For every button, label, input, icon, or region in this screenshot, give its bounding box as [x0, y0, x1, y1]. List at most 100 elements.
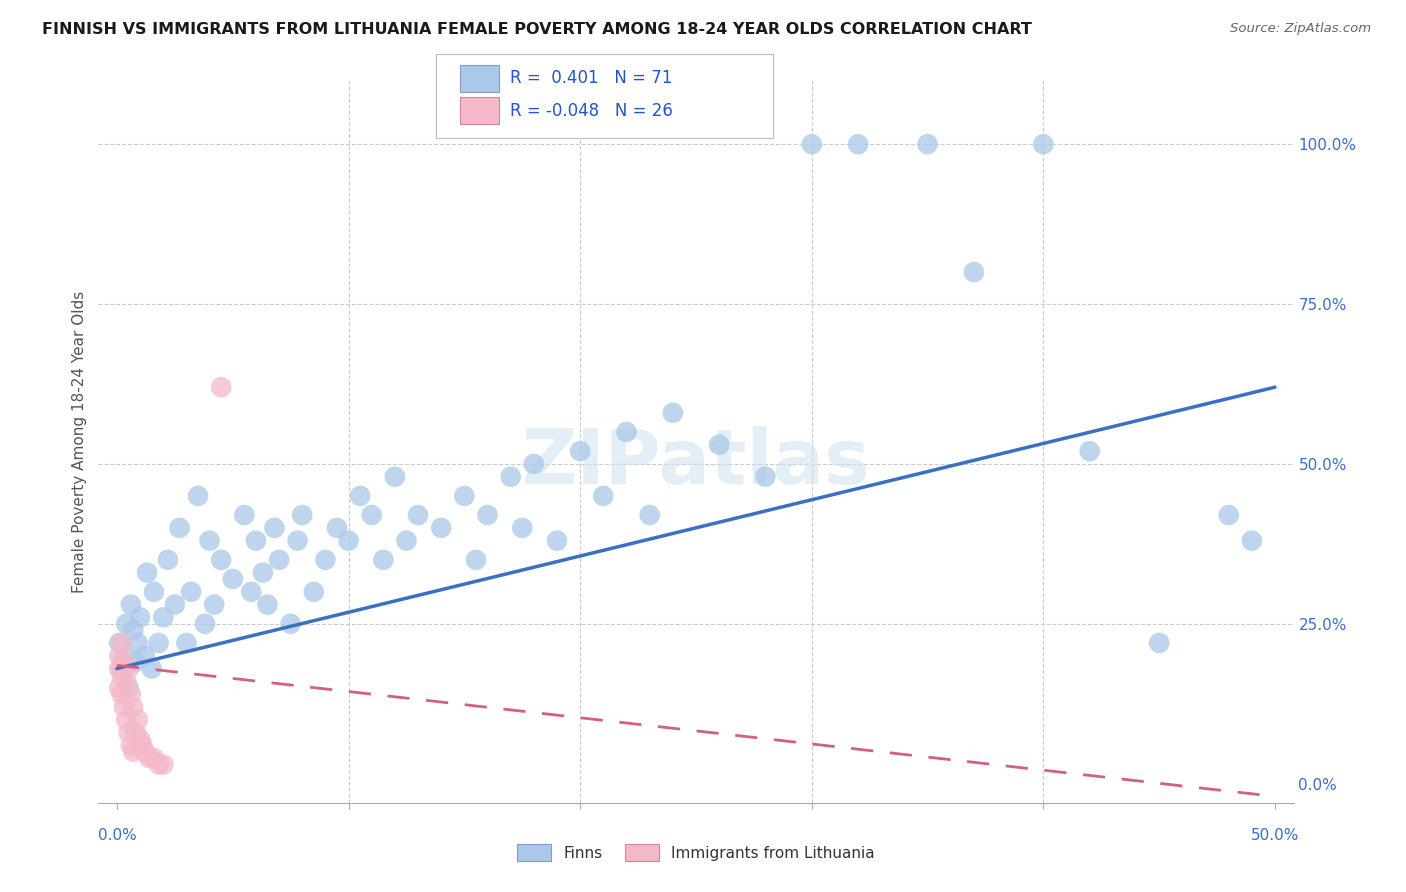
Point — [291, 508, 314, 522]
Point — [280, 616, 302, 631]
Point — [523, 457, 546, 471]
Point — [110, 661, 132, 675]
Point — [122, 699, 145, 714]
Point — [963, 265, 986, 279]
Point — [108, 681, 131, 695]
Point — [120, 598, 142, 612]
Point — [395, 533, 418, 548]
Point — [117, 725, 139, 739]
Point — [263, 521, 285, 535]
Point — [499, 469, 522, 483]
Point — [112, 699, 135, 714]
Point — [108, 661, 131, 675]
Point — [477, 508, 499, 522]
Point — [222, 572, 245, 586]
Point — [1032, 137, 1054, 152]
Point — [115, 713, 138, 727]
Point — [1218, 508, 1240, 522]
Point — [124, 655, 146, 669]
Point — [800, 137, 823, 152]
Point — [430, 521, 453, 535]
Point — [592, 489, 614, 503]
Point — [112, 655, 135, 669]
Point — [1147, 636, 1170, 650]
Point — [152, 757, 174, 772]
Text: ZIPatlas: ZIPatlas — [522, 426, 870, 500]
Text: Source: ZipAtlas.com: Source: ZipAtlas.com — [1230, 22, 1371, 36]
Point — [152, 610, 174, 624]
Point — [148, 636, 170, 650]
Point — [117, 681, 139, 695]
Point — [194, 616, 217, 631]
Point — [115, 616, 138, 631]
Point — [134, 745, 156, 759]
Point — [124, 725, 146, 739]
Point — [754, 469, 776, 483]
Point — [662, 406, 685, 420]
Point — [846, 137, 869, 152]
Y-axis label: Female Poverty Among 18-24 Year Olds: Female Poverty Among 18-24 Year Olds — [72, 291, 87, 592]
Text: 50.0%: 50.0% — [1251, 829, 1299, 843]
Point — [134, 648, 156, 663]
Point — [148, 757, 170, 772]
Point — [202, 598, 225, 612]
Point — [465, 553, 488, 567]
Point — [406, 508, 429, 522]
Point — [120, 687, 142, 701]
Point — [176, 636, 198, 650]
Point — [349, 489, 371, 503]
Point — [110, 636, 132, 650]
Point — [233, 508, 256, 522]
Point — [314, 553, 336, 567]
Point — [209, 553, 232, 567]
Point — [110, 687, 132, 701]
Point — [252, 566, 274, 580]
Point — [287, 533, 309, 548]
Point — [198, 533, 221, 548]
Point — [108, 648, 131, 663]
Point — [569, 444, 592, 458]
Point — [131, 738, 153, 752]
Point — [108, 636, 131, 650]
Text: 0.0%: 0.0% — [97, 829, 136, 843]
Point — [326, 521, 349, 535]
Point — [129, 610, 152, 624]
Point — [127, 713, 149, 727]
Point — [917, 137, 939, 152]
Point — [138, 751, 160, 765]
Point — [180, 584, 202, 599]
Point — [638, 508, 661, 522]
Point — [1078, 444, 1101, 458]
Point — [510, 521, 533, 535]
Point — [143, 751, 166, 765]
Point — [141, 661, 163, 675]
Point — [112, 648, 135, 663]
Point — [110, 668, 132, 682]
Text: R =  0.401   N = 71: R = 0.401 N = 71 — [510, 70, 672, 87]
Point — [256, 598, 278, 612]
Point — [302, 584, 325, 599]
Point — [209, 380, 232, 394]
Point — [136, 566, 159, 580]
Point — [707, 438, 730, 452]
Point — [267, 553, 290, 567]
Point — [240, 584, 263, 599]
Point — [122, 623, 145, 637]
Point — [169, 521, 191, 535]
Point — [453, 489, 475, 503]
Point — [156, 553, 179, 567]
Legend: Finns, Immigrants from Lithuania: Finns, Immigrants from Lithuania — [512, 838, 880, 867]
Point — [616, 425, 638, 439]
Text: R = -0.048   N = 26: R = -0.048 N = 26 — [510, 102, 673, 120]
Point — [117, 661, 139, 675]
Point — [127, 636, 149, 650]
Point — [384, 469, 406, 483]
Point — [129, 731, 152, 746]
Point — [122, 745, 145, 759]
Text: FINNISH VS IMMIGRANTS FROM LITHUANIA FEMALE POVERTY AMONG 18-24 YEAR OLDS CORREL: FINNISH VS IMMIGRANTS FROM LITHUANIA FEM… — [42, 22, 1032, 37]
Point — [245, 533, 267, 548]
Point — [1240, 533, 1263, 548]
Point — [187, 489, 209, 503]
Point — [337, 533, 360, 548]
Point — [546, 533, 568, 548]
